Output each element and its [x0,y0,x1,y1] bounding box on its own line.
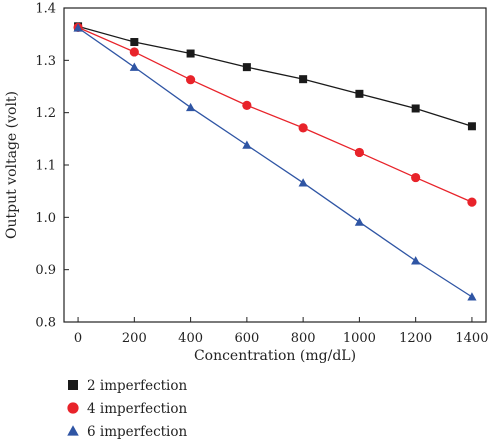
data-point-2-imperfection [130,38,139,47]
legend-item-4-imperfection: 4 imperfection [67,401,188,417]
legend-item-2-imperfection: 2 imperfection [68,378,188,394]
data-point-2-imperfection [299,75,308,84]
x-tick-label: 1400 [455,331,488,346]
markers-layer [73,22,477,301]
legend: 2 imperfection 4 imperfection 6 imperfecti… [67,378,188,440]
y-tick-label: 1.0 [35,211,56,226]
x-tick-label: 400 [178,331,203,346]
data-point-6-imperfection [354,217,364,226]
series-line-2-imperfection [77,25,473,127]
x-tick-label: 600 [234,331,259,346]
legend-label-2-imperfection: 2 imperfection [87,378,188,394]
x-tick-label: 200 [122,331,147,346]
series-layer [77,25,473,298]
legend-marker-2-imperfection [68,380,78,390]
data-point-6-imperfection [73,23,83,32]
x-tick-label: 1000 [343,331,376,346]
y-tick-label: 1.2 [35,106,56,121]
data-point-2-imperfection [411,104,420,113]
x-tick-label: 1200 [399,331,432,346]
legend-marker-4-imperfection [67,402,79,414]
series-line-6-imperfection [77,27,473,298]
x-tick-label: 800 [291,331,316,346]
data-point-6-imperfection [242,140,252,149]
legend-label-4-imperfection: 4 imperfection [87,401,188,417]
plot-frame [63,7,487,323]
data-point-6-imperfection [186,102,196,112]
y-tick-label: 1.1 [35,159,56,174]
data-point-6-imperfection [129,62,139,71]
data-point-4-imperfection [354,147,364,158]
y-tick-label: 0.8 [35,316,56,331]
legend-item-6-imperfection: 6 imperfection [67,424,188,440]
data-point-2-imperfection [242,63,251,72]
data-point-4-imperfection [467,197,477,207]
data-point-2-imperfection [186,49,195,58]
y-tick-label: 1.3 [35,54,56,69]
legend-marker-6-imperfection [67,425,79,436]
data-point-6-imperfection [298,178,308,187]
data-point-6-imperfection [411,256,421,265]
data-point-4-imperfection [129,47,139,57]
data-point-4-imperfection [186,75,196,85]
data-point-2-imperfection [467,122,476,131]
data-point-6-imperfection [467,292,477,301]
y-axis-title: Output voltage (volt) [4,91,20,239]
x-tick-label: 0 [74,331,82,346]
y-tick-label: 1.4 [35,2,56,17]
legend-label-6-imperfection: 6 imperfection [87,424,188,440]
data-point-4-imperfection [411,172,421,183]
x-axis-title: Concentration (mg/dL) [194,348,356,364]
data-point-4-imperfection [242,100,252,110]
series-line-4-imperfection [77,26,473,203]
data-point-2-imperfection [355,89,364,98]
ticks-layer: 0 200 400 600 800 1000 1200 1400 0.8 0.9 1.0 1.1 1.2… [35,2,488,347]
y-tick-label: 0.9 [35,263,56,278]
data-point-4-imperfection [298,123,308,133]
